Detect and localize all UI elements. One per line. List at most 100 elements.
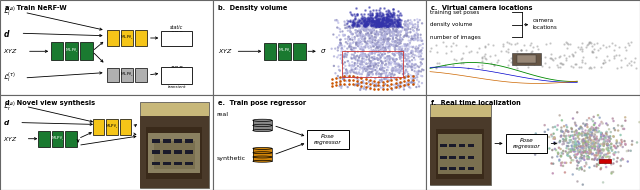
Point	[463, 67, 474, 70]
Text: density volume: density volume	[430, 22, 472, 27]
Point	[559, 53, 570, 56]
Point	[362, 22, 372, 25]
Point	[390, 69, 401, 72]
Point	[364, 35, 374, 38]
Point	[509, 53, 519, 56]
Point	[352, 83, 362, 86]
Point	[405, 74, 415, 77]
Point	[589, 124, 599, 127]
Point	[392, 18, 403, 21]
Point	[360, 44, 371, 47]
Point	[378, 88, 388, 91]
Point	[590, 147, 600, 150]
Point	[381, 62, 391, 65]
Point	[589, 157, 600, 160]
Point	[398, 72, 408, 75]
Point	[374, 25, 384, 28]
Point	[409, 39, 419, 42]
Point	[613, 124, 623, 127]
Point	[344, 70, 355, 73]
Point	[380, 33, 390, 36]
Point	[347, 68, 357, 71]
Point	[345, 64, 355, 67]
Point	[387, 18, 397, 21]
Point	[365, 52, 376, 55]
Point	[568, 150, 579, 153]
Point	[563, 142, 573, 145]
Point	[365, 67, 375, 70]
Point	[580, 137, 591, 140]
Point	[404, 43, 415, 46]
Point	[363, 32, 373, 35]
Point	[367, 19, 378, 22]
Point	[598, 85, 609, 88]
Point	[560, 161, 570, 164]
Point	[357, 19, 367, 22]
Point	[378, 18, 388, 21]
Point	[493, 59, 503, 62]
Point	[562, 43, 572, 46]
Point	[593, 154, 603, 157]
Point	[370, 25, 380, 28]
Point	[406, 66, 417, 70]
Point	[366, 24, 376, 27]
Point	[416, 70, 426, 73]
Point	[372, 32, 382, 35]
Point	[596, 133, 606, 136]
Point	[407, 63, 417, 66]
Point	[394, 86, 404, 89]
Point	[344, 62, 355, 65]
Point	[384, 29, 394, 32]
Point	[400, 65, 410, 68]
Point	[376, 28, 386, 31]
Point	[463, 75, 474, 78]
Point	[356, 61, 367, 64]
Point	[385, 12, 395, 15]
Point	[561, 55, 572, 58]
Point	[483, 66, 493, 69]
Point	[345, 19, 355, 22]
Point	[625, 149, 636, 152]
Point	[354, 23, 364, 26]
Point	[399, 72, 410, 75]
Point	[577, 145, 588, 148]
Point	[593, 146, 603, 149]
Point	[392, 21, 403, 24]
Point	[351, 21, 361, 24]
Point	[571, 124, 581, 127]
Point	[604, 128, 614, 131]
Point	[386, 20, 396, 23]
Point	[362, 23, 372, 26]
Point	[570, 133, 580, 136]
Point	[582, 43, 592, 46]
Point	[548, 162, 558, 165]
Point	[365, 83, 375, 86]
Point	[413, 25, 423, 28]
Point	[396, 25, 406, 28]
Point	[411, 63, 421, 66]
Point	[349, 62, 360, 65]
Point	[388, 44, 398, 47]
Point	[378, 66, 388, 69]
Point	[354, 33, 364, 36]
Point	[375, 58, 385, 61]
Point	[387, 72, 397, 75]
Point	[573, 133, 584, 136]
Point	[456, 64, 466, 67]
Point	[387, 18, 397, 21]
Point	[398, 64, 408, 67]
Point	[602, 131, 612, 134]
Point	[525, 64, 535, 67]
Point	[570, 123, 580, 126]
Point	[611, 54, 621, 57]
Point	[383, 36, 394, 40]
Point	[385, 21, 396, 24]
Point	[401, 33, 412, 36]
Point	[378, 43, 388, 46]
Point	[326, 81, 337, 84]
Point	[361, 58, 371, 61]
Point	[529, 84, 540, 87]
Point	[361, 23, 371, 26]
Point	[361, 70, 371, 73]
Point	[362, 68, 372, 71]
